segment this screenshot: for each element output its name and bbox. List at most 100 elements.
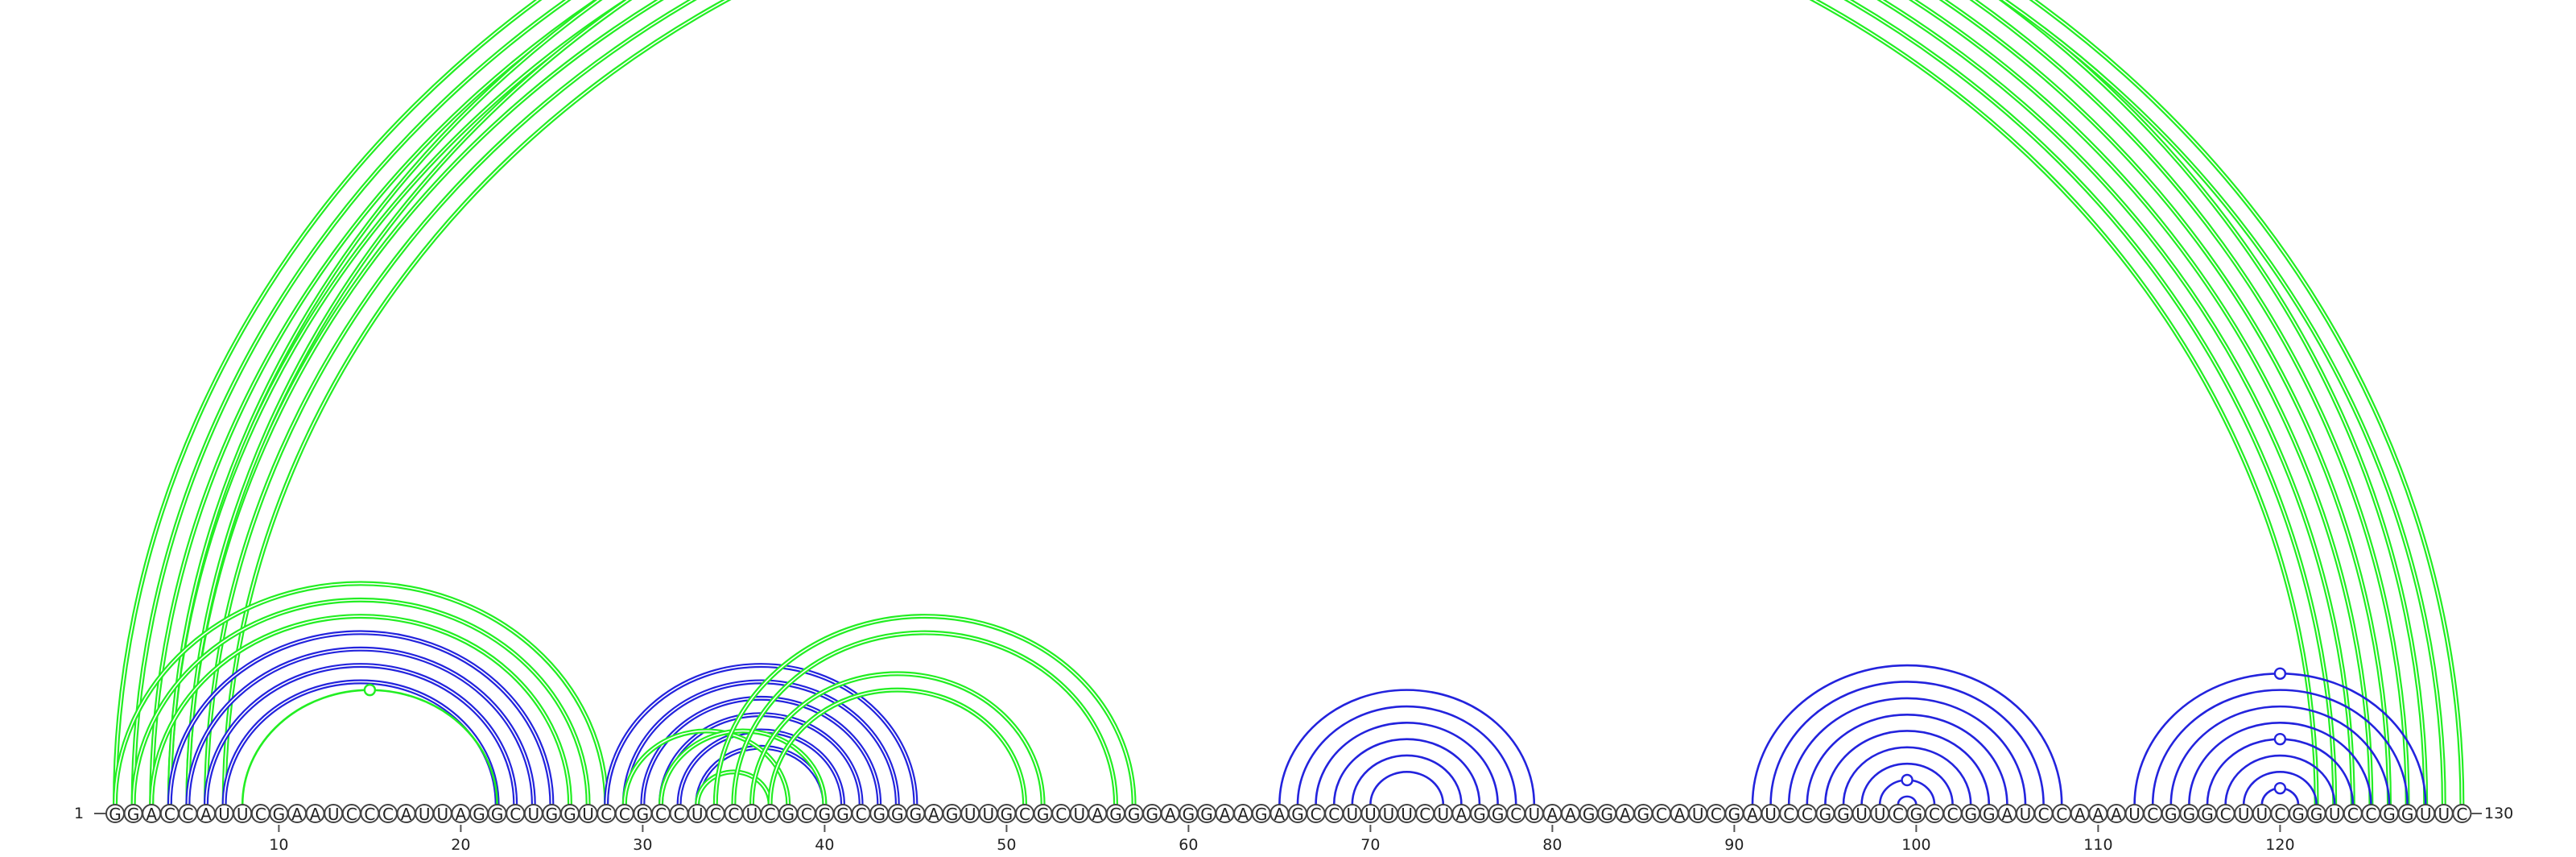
arc-marker <box>2273 732 2287 746</box>
nucleotide-letter: G <box>109 805 122 824</box>
nucleotide: G <box>1179 804 1199 824</box>
axis-tick-label: 120 <box>2265 836 2294 854</box>
nucleotide-letter: C <box>1328 805 1340 824</box>
nucleotide-letter: C <box>364 805 375 824</box>
nucleotide-letter: G <box>1637 805 1650 824</box>
axis-tick-label: 30 <box>633 836 652 854</box>
nucleotide-letter: U <box>2128 805 2140 824</box>
nucleotide-letter: G <box>1910 805 1923 824</box>
nucleotide: C <box>2361 804 2381 824</box>
nucleotide-letter: C <box>1311 805 1322 824</box>
nucleotide-letter: A <box>1674 805 1686 824</box>
base-pair-arc-core <box>223 0 2318 805</box>
nucleotide: U <box>415 804 435 824</box>
nucleotide-letter: G <box>1600 805 1613 824</box>
nucleotide: U <box>1433 804 1453 824</box>
nucleotide-letter: C <box>1947 805 1959 824</box>
base-pair-arc <box>1842 746 1972 806</box>
nucleotide-letter: C <box>728 805 739 824</box>
nucleotide-letter: C <box>255 805 266 824</box>
nucleotide: A <box>2088 804 2108 824</box>
nucleotide-letter: U <box>1528 805 1540 824</box>
nucleotide: C <box>1324 804 1344 824</box>
nucleotide-letter: G <box>1255 805 1268 824</box>
base-pair-arc <box>1278 689 1536 806</box>
nucleotide-letter: U <box>982 805 994 824</box>
base-pair-arc-core <box>169 631 553 805</box>
base-pair-arc-core <box>187 0 2354 805</box>
nucleotide-letter: C <box>1055 805 1067 824</box>
nucleotide-letter: C <box>619 805 630 824</box>
nucleotide: C <box>796 804 816 824</box>
nucleotide-letter: G <box>1492 805 1505 824</box>
nucleotide: G <box>869 804 890 824</box>
nucleotide: C <box>1015 804 1034 824</box>
base-pair-arc-core <box>169 0 2372 805</box>
nucleotide: G <box>1815 804 1835 824</box>
nucleotide: C <box>614 804 634 824</box>
nucleotide-letter: U <box>2020 805 2032 824</box>
nucleotide: U <box>1870 804 1890 824</box>
axis-tick-label: 60 <box>1179 836 1198 854</box>
nucleotide-letter: A <box>1456 805 1468 824</box>
nucleotide: G <box>1288 804 1307 824</box>
nucleotide: G <box>1197 804 1216 824</box>
nucleotide: G <box>2380 804 2399 824</box>
nucleotide: C <box>250 804 270 824</box>
nucleotide: U <box>687 804 708 824</box>
nucleotide-letter: C <box>2056 805 2067 824</box>
nucleotide-letter: G <box>637 805 650 824</box>
axis-tick-label: 90 <box>1724 836 1744 854</box>
nucleotide: A <box>142 804 162 824</box>
axis-tick-label: 70 <box>1360 836 1380 854</box>
nucleotide: U <box>1852 804 1872 824</box>
nucleotide: A <box>1997 804 2017 824</box>
nucleotide-letter: C <box>1419 805 1430 824</box>
nucleotide: C <box>2270 804 2290 824</box>
base-pair-arc-core <box>132 598 589 805</box>
nucleotide: C <box>1306 804 1326 824</box>
nucleotide-letter: A <box>1747 805 1758 824</box>
nucleotide-letter: G <box>819 805 832 824</box>
nucleotide: A <box>1542 804 1563 824</box>
nucleotide: U <box>2234 804 2254 824</box>
base-pair-arc-core <box>187 0 2445 805</box>
nucleotide: U <box>1524 804 1544 824</box>
base-pair-arc <box>1296 705 1517 806</box>
nucleotide: C <box>651 804 671 824</box>
nucleotide-letter: A <box>1274 805 1286 824</box>
nucleotide-letter: G <box>1001 805 1013 824</box>
nucleotide: G <box>1633 804 1653 824</box>
nucleotide-letter: G <box>1983 805 1996 824</box>
base-pair-arc-core <box>660 730 826 805</box>
nucleotide: A <box>1615 804 1635 824</box>
nucleotide: G <box>1597 804 1617 824</box>
nucleotide-letter: C <box>765 805 776 824</box>
nucleotide-letter: C <box>2038 805 2050 824</box>
axis-tick-label: 100 <box>1901 836 1930 854</box>
nucleotide-letter: G <box>564 805 576 824</box>
nucleotide-letter: C <box>801 805 812 824</box>
nucleotide-letter: U <box>1765 805 1777 824</box>
nucleotide: U <box>324 804 344 824</box>
nucleotide-letter: C <box>2347 805 2359 824</box>
base-pair-arc <box>1751 664 2063 806</box>
base-pair-arc <box>1824 730 1991 806</box>
nucleotide-letter: G <box>2165 805 2178 824</box>
nucleotide-letter: G <box>1037 805 1050 824</box>
arc-markers <box>363 667 2287 795</box>
axis-tick-label: 40 <box>815 836 834 854</box>
base-pair-arc-core <box>223 681 498 805</box>
base-pair-arc-core <box>696 771 771 805</box>
nucleotide-letter: U <box>218 805 230 824</box>
nucleotide-letter: U <box>419 805 431 824</box>
base-pair-arc <box>221 679 500 807</box>
nucleotide-letter: C <box>1711 805 1722 824</box>
nucleotide-letter: G <box>1146 805 1158 824</box>
nucleotide: A <box>305 804 325 824</box>
nucleotide-letter: G <box>782 805 795 824</box>
nucleotide-letter: A <box>200 805 212 824</box>
base-pair-arc <box>2188 722 2372 806</box>
nucleotide: C <box>2215 804 2235 824</box>
arc-marker <box>2273 781 2287 795</box>
